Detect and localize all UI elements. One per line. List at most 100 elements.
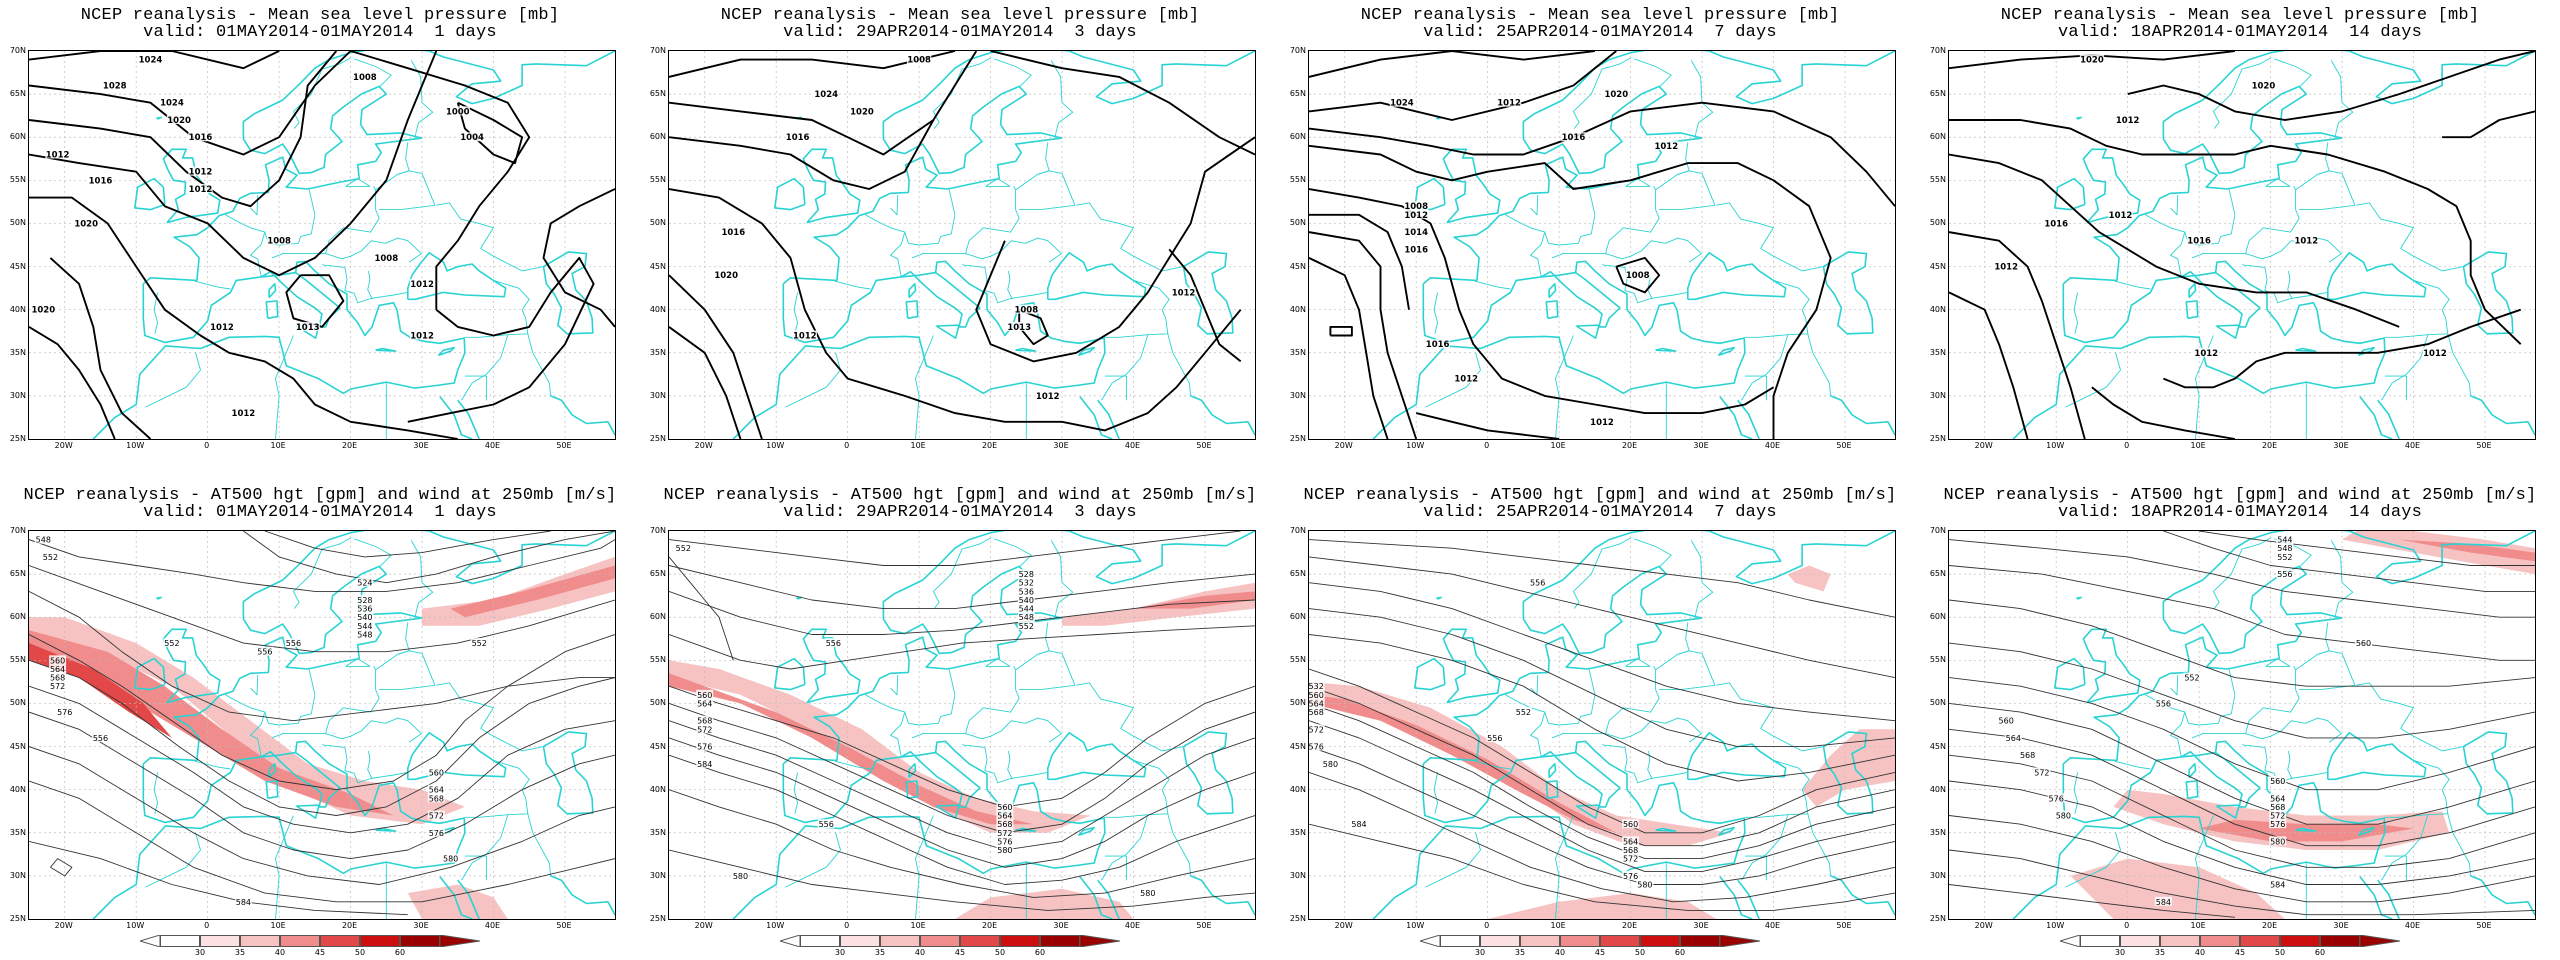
map-frame: 544 548 552 556 560 552 556 560 564 568 572 576 580 5…	[1948, 530, 2536, 920]
contour-label: 1012	[2109, 211, 2133, 221]
contour-label: 1020	[167, 116, 191, 126]
latitude-label: 25N	[9, 434, 26, 443]
longitude-label: 50E	[556, 441, 572, 450]
contour-label: 584	[2156, 898, 2171, 907]
longitude-label: 10E	[2190, 441, 2206, 450]
colorbar-segment	[360, 935, 400, 947]
isobar-line	[1309, 257, 1389, 439]
latitude-label: 35N	[9, 347, 26, 357]
latitude-label: 65N	[1929, 89, 1946, 99]
contour-label: 560	[429, 768, 444, 777]
wind-speed-area	[2070, 858, 2285, 919]
contour-label: 1020	[714, 271, 738, 281]
panel-title: NCEP reanalysis - AT500 hgt [gpm] and wi…	[1303, 486, 1897, 505]
isobars	[1949, 51, 2535, 439]
panel-valid-period: valid: 29APR2014-01MAY2014 3 days	[783, 503, 1137, 522]
contour-label: 552	[164, 639, 179, 648]
contour-label: 548	[36, 536, 51, 545]
isobar-line	[990, 51, 1255, 156]
height-contour	[669, 737, 1255, 868]
contour-label: 576	[2270, 820, 2285, 829]
colorbar-segment	[1560, 935, 1600, 947]
latitude-label: 30N	[9, 870, 26, 880]
latitude-label: 45N	[9, 741, 26, 751]
panel-valid-period: valid: 18APR2014-01MAY2014 14 days	[2057, 23, 2423, 42]
height-contour	[29, 591, 615, 722]
isobar-line	[1309, 144, 1832, 439]
panel-title: NCEP reanalysis - Mean sea level pressur…	[1360, 6, 1840, 25]
contour-label: 564	[2270, 794, 2285, 803]
colorbar-tick-label: 50	[994, 948, 1006, 957]
wind-speed-area	[1309, 694, 1617, 833]
isobar-line	[1949, 119, 2522, 345]
latitude-label: 40N	[1929, 784, 1946, 794]
contour-label: 1008	[907, 56, 931, 66]
longitude-label: 40E	[484, 441, 501, 450]
contour-labels: 5445485525565605525565605645685725765805…	[1997, 534, 2372, 907]
longitude-label: 20E	[341, 921, 358, 930]
contour-label: 564	[1309, 699, 1324, 708]
isobar-line	[1329, 325, 1353, 337]
longitude-label: 30E	[1693, 441, 1709, 450]
isobar-line	[1415, 412, 1560, 439]
height-contour	[1949, 884, 2235, 918]
panel-title: NCEP reanalysis - AT500 hgt [gpm] and wi…	[663, 486, 1257, 505]
isobar-line	[29, 51, 338, 208]
contour-label: 552	[1019, 622, 1034, 631]
contour-label: 580	[997, 846, 1012, 855]
map-canvas: 5525285325365405445485525565605645685725…	[669, 531, 1255, 919]
contour-label: 568	[2020, 751, 2035, 760]
colorbar-segment	[2080, 935, 2120, 947]
contour-label: 584	[236, 898, 251, 907]
wind-speed-colorbar: 30 35 40 45 50 60	[2060, 935, 2410, 957]
latitude-label: 45N	[1929, 261, 1946, 271]
colorbar-segment	[400, 935, 440, 947]
contour-label: 564	[1623, 837, 1638, 846]
longitude-label: 20E	[1621, 441, 1638, 450]
height-contour	[264, 531, 551, 558]
contour-label: 1012	[210, 323, 234, 333]
isobars	[29, 51, 615, 439]
contour-label: 1016	[189, 133, 213, 143]
latitude-label: 45N	[1289, 261, 1306, 271]
longitude-label: 10E	[2190, 921, 2206, 930]
latitude-label: 50N	[1289, 698, 1306, 708]
longitude-label: 50E	[2476, 921, 2492, 930]
contour-label: 1012	[1404, 211, 1428, 221]
map-frame: 1020 1020 1012 1016 1012 1016 1012 1012 1012 1012	[1948, 50, 2536, 440]
latitude-label: 50N	[1929, 698, 1946, 708]
latitude-label: 50N	[1929, 218, 1946, 228]
contour-label: 1012	[1036, 392, 1060, 402]
map-canvas: 5325525565605645685725765805845565605645…	[1309, 531, 1895, 919]
contour-label: 1028	[103, 81, 127, 91]
colorbar-tick-label: 60	[1034, 948, 1046, 957]
contour-label: 1012	[189, 168, 213, 178]
contour-labels: 5525285325365405445485525565605645685725…	[674, 543, 1157, 898]
contour-label: 1012	[1994, 263, 2018, 273]
height-contour	[29, 565, 615, 653]
contour-label: 568	[1623, 846, 1638, 855]
geopotential-contours	[29, 531, 615, 916]
latitude-label: 30N	[1929, 390, 1946, 400]
colorbar-segment	[2120, 935, 2160, 947]
colorbar-segment	[1680, 935, 1720, 947]
isobar-line	[29, 51, 352, 156]
latitude-label: 65N	[649, 569, 666, 579]
longitude-label: 40E	[1764, 921, 1781, 930]
latitude-label: 40N	[1289, 304, 1306, 314]
height-contour	[1309, 608, 1895, 748]
longitude-label: 10E	[270, 441, 286, 450]
colorbar-tick-label: 30	[1474, 948, 1486, 957]
isobar-line	[1615, 256, 1661, 294]
map-panel-z500-3: NCEP reanalysis - AT500 hgt [gpm] and wi…	[640, 480, 1280, 960]
contour-label: 580	[1323, 760, 1338, 769]
country-borders	[785, 57, 1192, 439]
contour-label: 544	[2277, 536, 2292, 545]
contour-label: 1012	[2294, 237, 2318, 247]
isobar-line	[29, 51, 280, 70]
colorbar-tick-label: 50	[2274, 948, 2286, 957]
panel-title: NCEP reanalysis - AT500 hgt [gpm] and wi…	[1943, 486, 2537, 505]
panel-valid-period: valid: 01MAY2014-01MAY2014 1 days	[143, 503, 497, 522]
height-contour	[1949, 565, 2535, 661]
longitude-label: 0	[1484, 441, 1490, 450]
